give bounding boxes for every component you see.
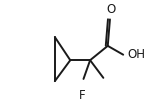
Text: F: F [79,89,86,102]
Text: O: O [106,3,116,16]
Text: OH: OH [128,48,146,61]
